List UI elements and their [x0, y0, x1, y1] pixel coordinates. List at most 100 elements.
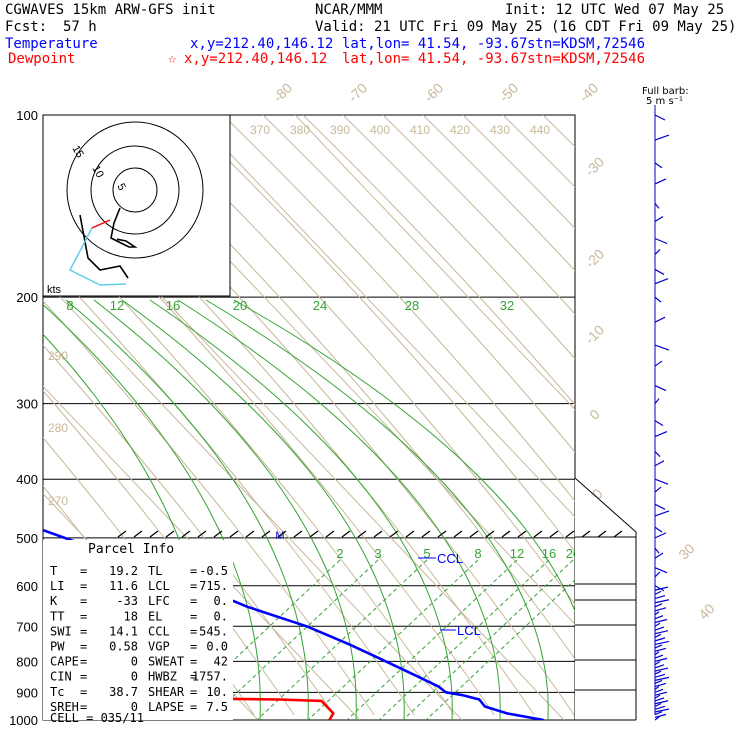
isotherm-label: -30: [582, 154, 608, 180]
parcel-row-equals: =: [80, 655, 87, 669]
wind-barb: [654, 667, 669, 672]
legend-dewpoint-latlon: lat,lon= 41.54, -93.67: [342, 51, 528, 67]
wind-barb: [654, 586, 669, 591]
legend-temperature-xy: x,y=212.40,146.12: [190, 36, 334, 52]
hodograph-storm-motion: [68, 227, 127, 286]
wind-barb: [654, 595, 666, 600]
dry-adiabat-line: [43, 215, 455, 716]
forecast-hour: 57 h: [63, 19, 97, 35]
hatch-mark: [549, 530, 559, 538]
dry-adiabat-line: [43, 300, 375, 716]
parcel-row-label-right: VGP: [148, 640, 170, 654]
parcel-row-label-right: SHEAR: [148, 685, 185, 699]
mixing-ratio-line: [207, 559, 379, 720]
wind-barb: [654, 552, 664, 559]
parcel-row-equals: =: [80, 640, 87, 654]
barb-key-units: 5 m s⁻¹: [646, 96, 683, 107]
lcl-label: LCL: [457, 623, 481, 638]
wind-barb: [654, 296, 662, 303]
hodograph-ring: [90, 145, 180, 235]
hatch-mark: [565, 530, 575, 538]
hatch-mark: [229, 530, 239, 538]
hatch-mark: [165, 530, 175, 538]
mixing-ratio-label: 8: [474, 546, 481, 561]
legend-temperature-name: Temperature: [5, 36, 98, 52]
hatch-mark: [245, 530, 255, 538]
wind-barb: [654, 603, 663, 608]
parcel-row-label-right: LAPSE: [148, 700, 184, 714]
dry-adiabat-line: [182, 115, 575, 553]
wind-barb: [654, 430, 668, 438]
hatch-mark: [453, 530, 463, 538]
moist-adiabat-line: [93, 299, 357, 720]
parcel-row-value-right: 715.: [199, 579, 228, 593]
parcel-cell: CELL = 035/11: [50, 711, 144, 725]
ccl-label: CCL: [437, 551, 463, 566]
wind-barb: [654, 216, 664, 223]
wind-barb: [654, 607, 667, 612]
parcel-row-equals: =: [80, 700, 87, 714]
moist-adiabat-label: 28: [405, 298, 419, 313]
parcel-row-value: 38.7: [109, 685, 138, 699]
moist-adiabat-line: [65, 299, 309, 720]
parcel-row-equals-right: =: [190, 579, 197, 593]
isotherm-label: 30: [675, 540, 697, 562]
wind-barb: [654, 134, 670, 141]
parcel-row-label-right: SWEAT: [148, 655, 184, 669]
parcel-row-equals: =: [80, 609, 87, 623]
hatch-mark: [501, 530, 511, 538]
wind-barb: [654, 688, 664, 693]
dry-adiabat-line: [142, 115, 575, 606]
parcel-info-box: [43, 540, 233, 720]
hatch-mark: [485, 530, 495, 538]
wind-barb: [654, 503, 666, 510]
wind-barb: [654, 162, 663, 169]
hatch-mark: [357, 530, 367, 538]
moist-adiabat-label: 16: [166, 298, 180, 313]
pressure-tick-900: 900: [16, 685, 38, 700]
isotherm-label: 0: [586, 406, 603, 423]
dry-adiabat-line: [382, 115, 575, 315]
dry-adiabat-label: 410: [410, 123, 430, 137]
hodograph-storm-vector: [91, 219, 111, 229]
wind-barb: [654, 486, 662, 493]
parcel-row-value: 0: [131, 655, 138, 669]
moist-adiabat-label: 8: [66, 298, 73, 313]
hatch-mark: [581, 530, 591, 538]
dry-adiabat-line: [542, 115, 575, 148]
wind-barb: [654, 670, 662, 675]
parcel-row-value-right: 0.: [214, 609, 228, 623]
dry-adiabat-label: 420: [450, 123, 470, 137]
wind-barb: [654, 705, 666, 710]
parcel-row-value: 19.2: [109, 564, 138, 578]
wind-barb: [654, 644, 663, 649]
hatch-mark: [181, 530, 191, 538]
parcel-row-label-right: CCL: [148, 624, 170, 638]
parcel-row-label-right: LFC: [148, 594, 170, 608]
dry-adiabat-line: [703, 115, 740, 715]
wind-barb: [654, 237, 668, 245]
dry-adiabat-line: [422, 115, 575, 272]
parcel-row-value-right: 0.0: [206, 640, 228, 654]
hatch-mark: [517, 530, 527, 538]
wind-barb: [654, 708, 670, 713]
star-icon: ☆: [168, 51, 177, 67]
pressure-tick-600: 600: [16, 579, 38, 594]
parcel-row-value: 0.58: [109, 640, 138, 654]
hodograph-ring: [66, 121, 204, 259]
pressure-tick-800: 800: [16, 654, 38, 669]
isotherm-label: -70: [345, 80, 371, 106]
parcel-row-label-right: EL: [148, 609, 162, 623]
legend-dewpoint-xy: x,y=212.40,146.12: [184, 51, 328, 67]
hatch-mark: [405, 530, 415, 538]
hatch-mark: [613, 530, 623, 538]
parcel-info-title: Parcel Info: [88, 542, 174, 557]
moist-adiabat-label: 24: [313, 298, 327, 313]
parcel-row-equals-right: =: [190, 685, 197, 699]
dry-adiabat-line: [663, 115, 740, 715]
wind-barb: [654, 611, 660, 616]
isotherm-label: -40: [576, 80, 602, 106]
isotherm-label: -10: [582, 322, 608, 348]
wind-barb: [654, 278, 669, 285]
barb-key-title: Full barb:: [642, 86, 689, 97]
